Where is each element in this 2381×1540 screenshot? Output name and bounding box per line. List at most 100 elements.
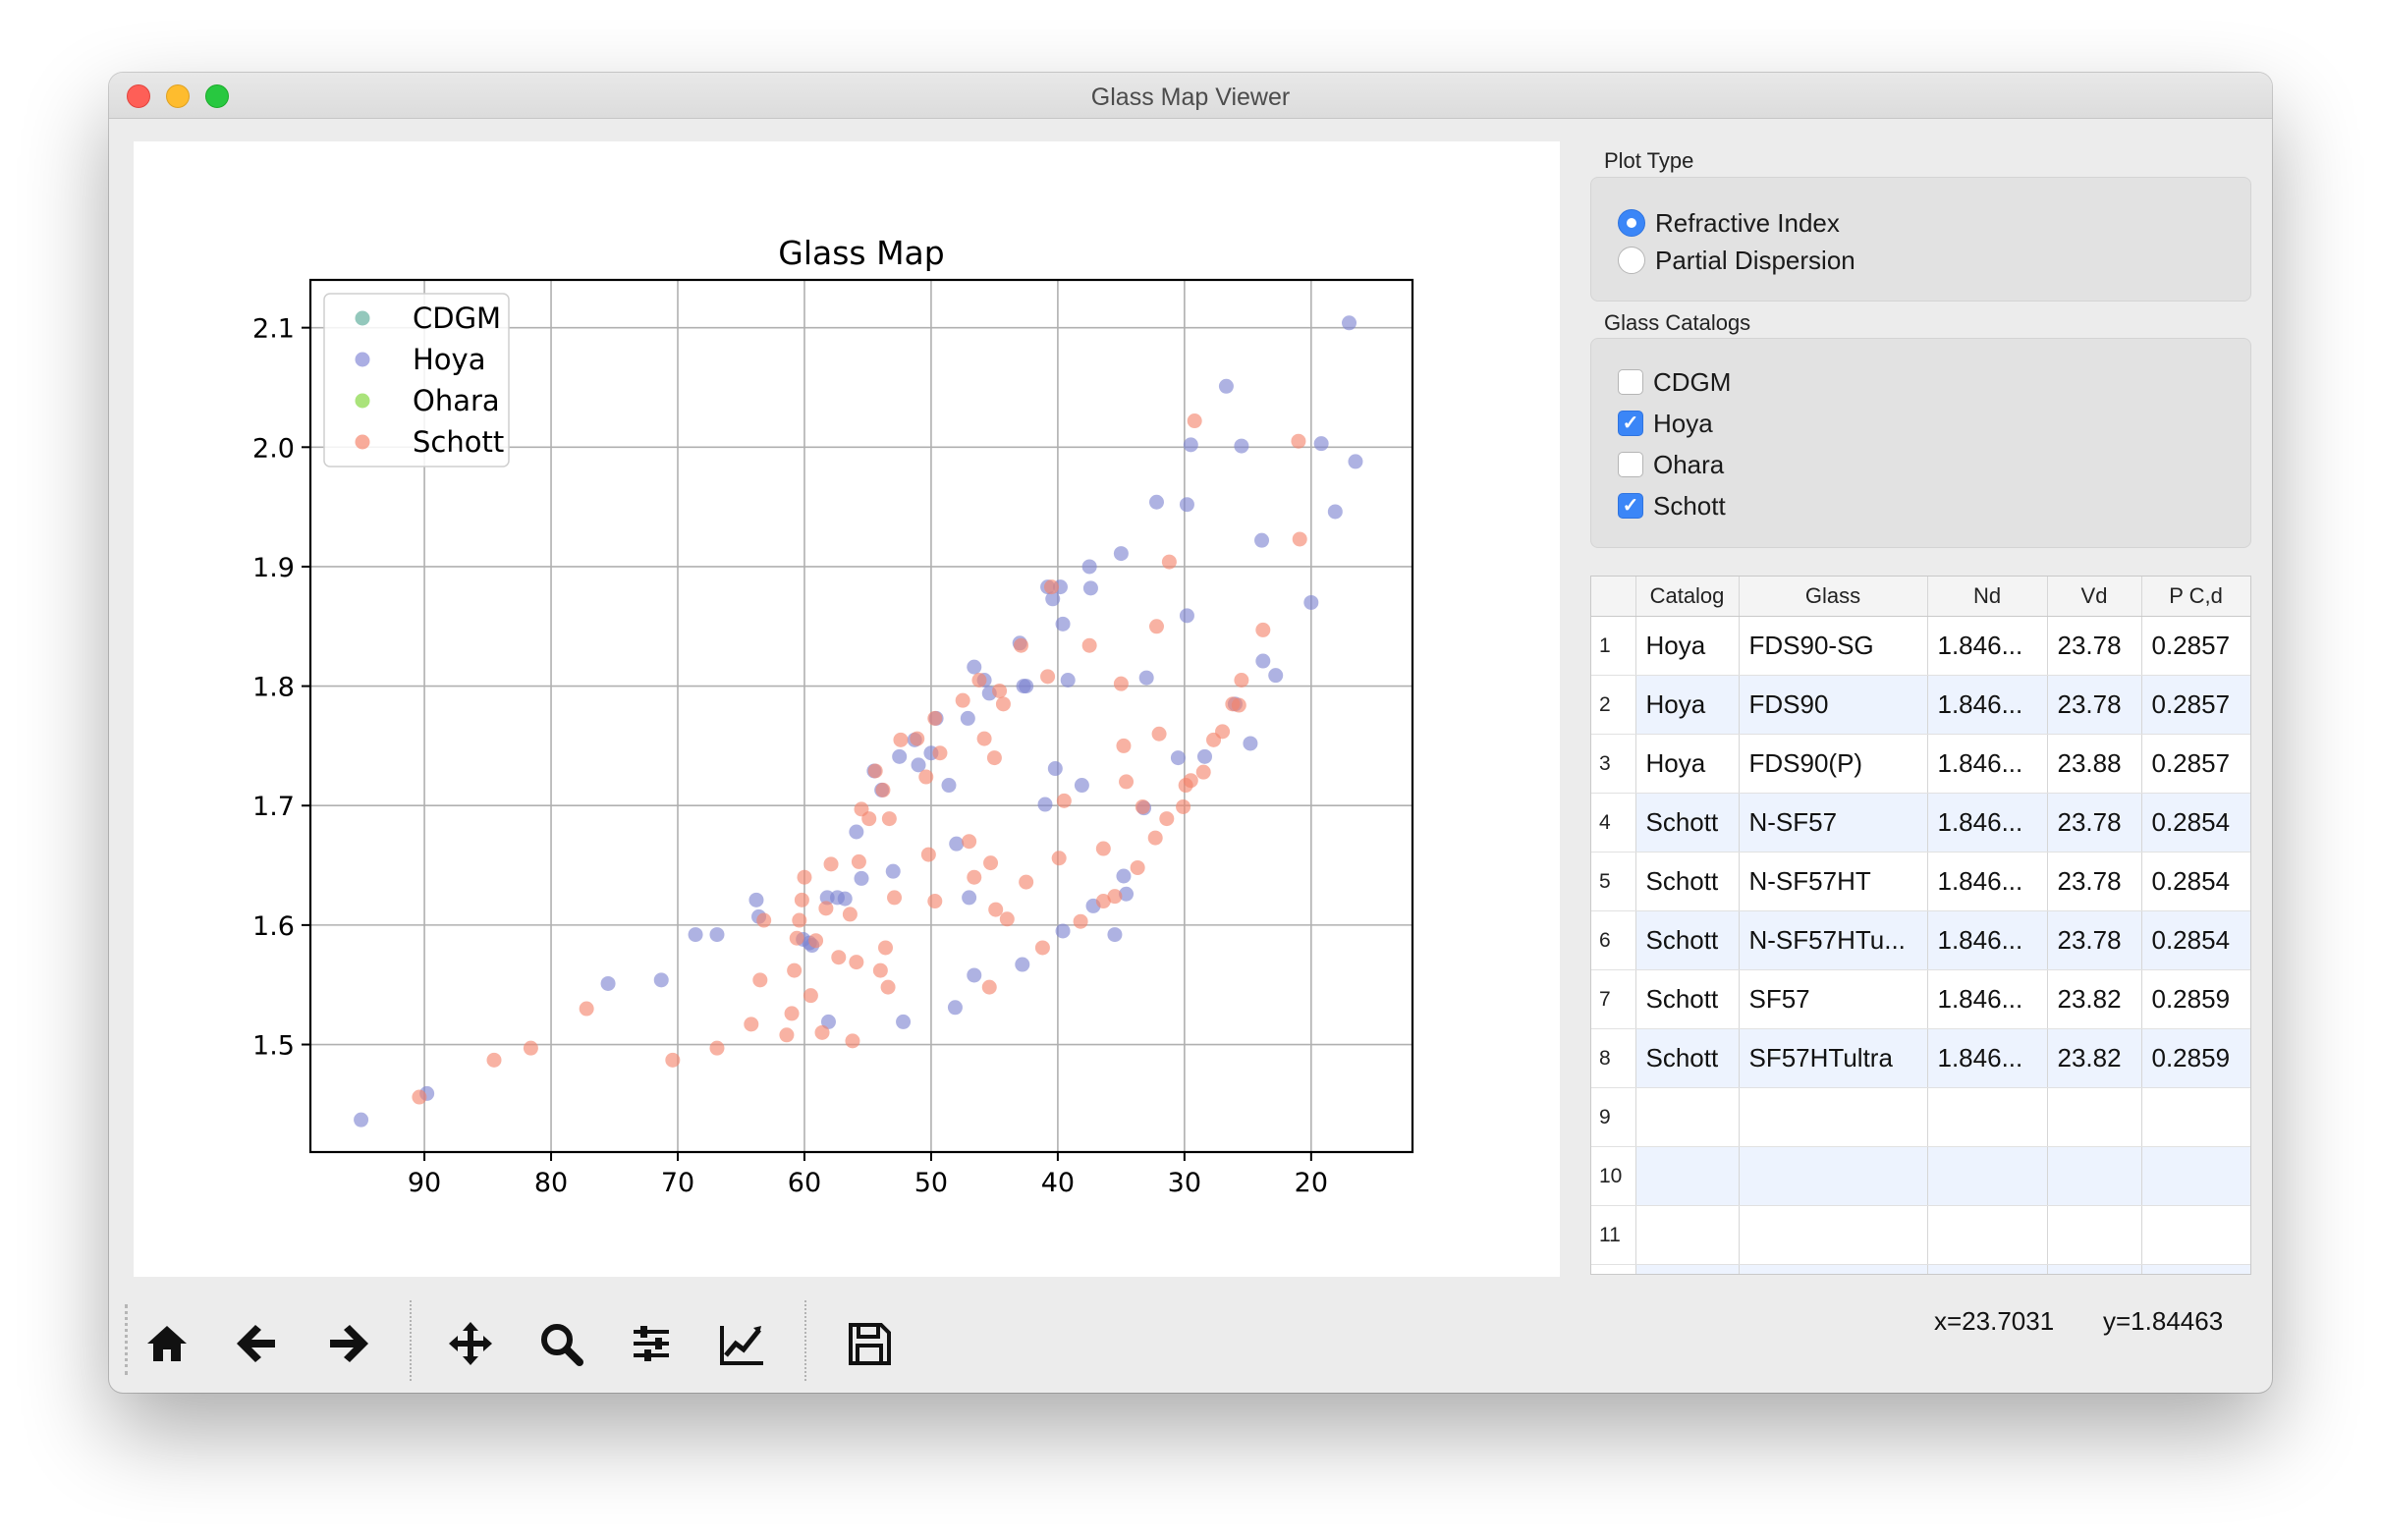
- cell-glass[interactable]: N-SF57HT: [1739, 852, 1928, 911]
- cell-nd[interactable]: 1.846...: [1927, 910, 2048, 970]
- row-number[interactable]: [1591, 1264, 1636, 1274]
- cell-catalog[interactable]: Hoya: [1635, 734, 1740, 794]
- cell-vd[interactable]: 23.82: [2047, 1028, 2142, 1088]
- cell-vd[interactable]: 23.78: [2047, 675, 2142, 735]
- toolbar-handle[interactable]: [125, 1304, 128, 1375]
- cell-pcd[interactable]: 0.2857: [2141, 675, 2250, 735]
- row-number[interactable]: 8: [1591, 1028, 1636, 1088]
- cell-nd[interactable]: [1927, 1264, 2048, 1274]
- checkbox-hoya[interactable]: ✓ Hoya: [1618, 407, 1713, 440]
- table-row[interactable]: 11: [1591, 1205, 2250, 1265]
- header-pcd[interactable]: P C,d: [2141, 577, 2250, 617]
- row-number[interactable]: 11: [1591, 1205, 1636, 1265]
- cell-vd[interactable]: 23.78: [2047, 910, 2142, 970]
- cell-nd[interactable]: [1927, 1087, 2048, 1147]
- cell-nd[interactable]: 1.846...: [1927, 793, 2048, 852]
- cell-pcd[interactable]: [2141, 1264, 2250, 1274]
- table-row[interactable]: 5 Schott N-SF57HT 1.846... 23.78 0.2854: [1591, 852, 2250, 911]
- row-number[interactable]: 2: [1591, 675, 1636, 735]
- row-number[interactable]: 10: [1591, 1146, 1636, 1206]
- cell-catalog[interactable]: Hoya: [1635, 616, 1740, 676]
- checkbox-ohara-box[interactable]: [1618, 452, 1643, 477]
- cell-nd[interactable]: 1.846...: [1927, 969, 2048, 1029]
- cell-pcd[interactable]: 0.2857: [2141, 616, 2250, 676]
- cell-catalog[interactable]: [1635, 1264, 1740, 1274]
- cell-nd[interactable]: 1.846...: [1927, 1028, 2048, 1088]
- cell-pcd[interactable]: [2141, 1205, 2250, 1265]
- edit-axis-icon[interactable]: [718, 1320, 765, 1367]
- glass-table[interactable]: Catalog Glass Nd Vd P C,d 1 Hoya FDS90-S…: [1590, 576, 2251, 1275]
- cell-catalog[interactable]: [1635, 1205, 1740, 1265]
- cell-glass[interactable]: N-SF57HTu...: [1739, 910, 1928, 970]
- header-glass[interactable]: Glass: [1739, 577, 1928, 617]
- maximize-window-button[interactable]: [205, 84, 229, 108]
- cell-glass[interactable]: [1739, 1264, 1928, 1274]
- plot-canvas[interactable]: 90 80 70 60 50 40 30 20 1.5 1.6 1.7 1.8 1.9 2.0 2.1 Gla…: [134, 141, 1560, 1277]
- cell-nd[interactable]: 1.846...: [1927, 852, 2048, 911]
- row-number[interactable]: 4: [1591, 793, 1636, 852]
- cell-nd[interactable]: 1.846...: [1927, 734, 2048, 794]
- cell-catalog[interactable]: [1635, 1146, 1740, 1206]
- cell-pcd[interactable]: [2141, 1146, 2250, 1206]
- row-number[interactable]: 3: [1591, 734, 1636, 794]
- row-number[interactable]: 5: [1591, 852, 1636, 911]
- header-nd[interactable]: Nd: [1927, 577, 2048, 617]
- cell-pcd[interactable]: 0.2854: [2141, 910, 2250, 970]
- row-number[interactable]: 6: [1591, 910, 1636, 970]
- table-row[interactable]: 7 Schott SF57 1.846... 23.82 0.2859: [1591, 969, 2250, 1029]
- back-arrow-icon[interactable]: [234, 1320, 281, 1367]
- checkbox-ohara[interactable]: Ohara: [1618, 448, 1724, 481]
- checkbox-schott[interactable]: ✓ Schott: [1618, 489, 1726, 522]
- radio-partial-dispersion[interactable]: Partial Dispersion: [1618, 244, 1855, 277]
- cell-vd[interactable]: 23.78: [2047, 852, 2142, 911]
- cell-catalog[interactable]: Hoya: [1635, 675, 1740, 735]
- checkbox-schott-box[interactable]: ✓: [1618, 493, 1643, 519]
- cell-pcd[interactable]: 0.2859: [2141, 1028, 2250, 1088]
- cell-vd[interactable]: 23.78: [2047, 616, 2142, 676]
- table-row[interactable]: 6 Schott N-SF57HTu... 1.846... 23.78 0.2…: [1591, 910, 2250, 970]
- checkbox-cdgm[interactable]: CDGM: [1618, 365, 1731, 399]
- cell-vd[interactable]: 23.82: [2047, 969, 2142, 1029]
- header-corner[interactable]: [1591, 577, 1636, 617]
- row-number[interactable]: 7: [1591, 969, 1636, 1029]
- close-window-button[interactable]: [127, 84, 150, 108]
- cell-catalog[interactable]: Schott: [1635, 793, 1740, 852]
- cell-catalog[interactable]: [1635, 1087, 1740, 1147]
- cell-pcd[interactable]: [2141, 1087, 2250, 1147]
- row-number[interactable]: 1: [1591, 616, 1636, 676]
- cell-vd[interactable]: [2047, 1146, 2142, 1206]
- forward-arrow-icon[interactable]: [324, 1320, 371, 1367]
- cell-vd[interactable]: [2047, 1264, 2142, 1274]
- cell-catalog[interactable]: Schott: [1635, 1028, 1740, 1088]
- cell-glass[interactable]: FDS90(P): [1739, 734, 1928, 794]
- table-row[interactable]: 4 Schott N-SF57 1.846... 23.78 0.2854: [1591, 793, 2250, 852]
- header-catalog[interactable]: Catalog: [1635, 577, 1740, 617]
- cell-pcd[interactable]: 0.2854: [2141, 793, 2250, 852]
- checkbox-cdgm-box[interactable]: [1618, 369, 1643, 395]
- table-row[interactable]: 2 Hoya FDS90 1.846... 23.78 0.2857: [1591, 675, 2250, 735]
- cell-pcd[interactable]: 0.2859: [2141, 969, 2250, 1029]
- cell-catalog[interactable]: Schott: [1635, 852, 1740, 911]
- radio-refractive-index[interactable]: Refractive Index: [1618, 206, 1840, 240]
- cell-glass[interactable]: SF57HTultra: [1739, 1028, 1928, 1088]
- cell-pcd[interactable]: 0.2857: [2141, 734, 2250, 794]
- header-vd[interactable]: Vd: [2047, 577, 2142, 617]
- cell-glass[interactable]: [1739, 1205, 1928, 1265]
- cell-glass[interactable]: [1739, 1087, 1928, 1147]
- table-row[interactable]: 10: [1591, 1146, 2250, 1206]
- cell-nd[interactable]: [1927, 1146, 2048, 1206]
- radio-partial-dispersion-indicator[interactable]: [1618, 247, 1645, 274]
- cell-glass[interactable]: N-SF57: [1739, 793, 1928, 852]
- cell-vd[interactable]: [2047, 1205, 2142, 1265]
- cell-nd[interactable]: 1.846...: [1927, 616, 2048, 676]
- checkbox-hoya-box[interactable]: ✓: [1618, 411, 1643, 436]
- row-number[interactable]: 9: [1591, 1087, 1636, 1147]
- table-row[interactable]: 9: [1591, 1087, 2250, 1147]
- glass-map-chart[interactable]: 90 80 70 60 50 40 30 20 1.5 1.6 1.7 1.8 1.9 2.0 2.1 Gla…: [134, 141, 1560, 1277]
- cell-glass[interactable]: FDS90: [1739, 675, 1928, 735]
- cell-vd[interactable]: 23.78: [2047, 793, 2142, 852]
- cell-vd[interactable]: [2047, 1087, 2142, 1147]
- cell-catalog[interactable]: Schott: [1635, 969, 1740, 1029]
- table-row[interactable]: 3 Hoya FDS90(P) 1.846... 23.88 0.2857: [1591, 734, 2250, 794]
- cell-nd[interactable]: 1.846...: [1927, 675, 2048, 735]
